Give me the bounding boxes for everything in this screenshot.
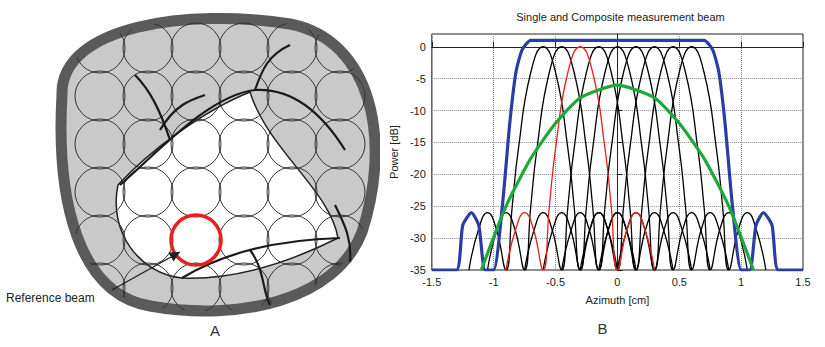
svg-text:-5: -5 (416, 73, 426, 85)
svg-text:-20: -20 (410, 168, 426, 180)
svg-text:0.5: 0.5 (672, 276, 687, 288)
svg-text:-35: -35 (410, 264, 426, 276)
svg-text:Power [dB]: Power [dB] (388, 125, 400, 179)
html-text:B: B (597, 320, 608, 337)
svg-text:-30: -30 (410, 232, 426, 244)
svg-text:-15: -15 (410, 136, 426, 148)
svg-text:0: 0 (614, 276, 620, 288)
svg-text:A: A (210, 322, 220, 339)
svg-text:-1.5: -1.5 (422, 276, 441, 288)
svg-text:Single and Composite measureme: Single and Composite measurement beam (516, 11, 725, 23)
svg-text:-10: -10 (410, 105, 426, 117)
svg-text:-0.5: -0.5 (546, 276, 565, 288)
svg-text:1: 1 (738, 276, 744, 288)
svg-text:Reference beam: Reference beam (6, 291, 95, 305)
svg-text:-25: -25 (410, 200, 426, 212)
svg-text:1.5: 1.5 (795, 276, 810, 288)
svg-text:0: 0 (420, 41, 426, 53)
svg-text:Azimuth [cm]: Azimuth [cm] (586, 294, 650, 306)
svg-text:-1: -1 (489, 276, 499, 288)
